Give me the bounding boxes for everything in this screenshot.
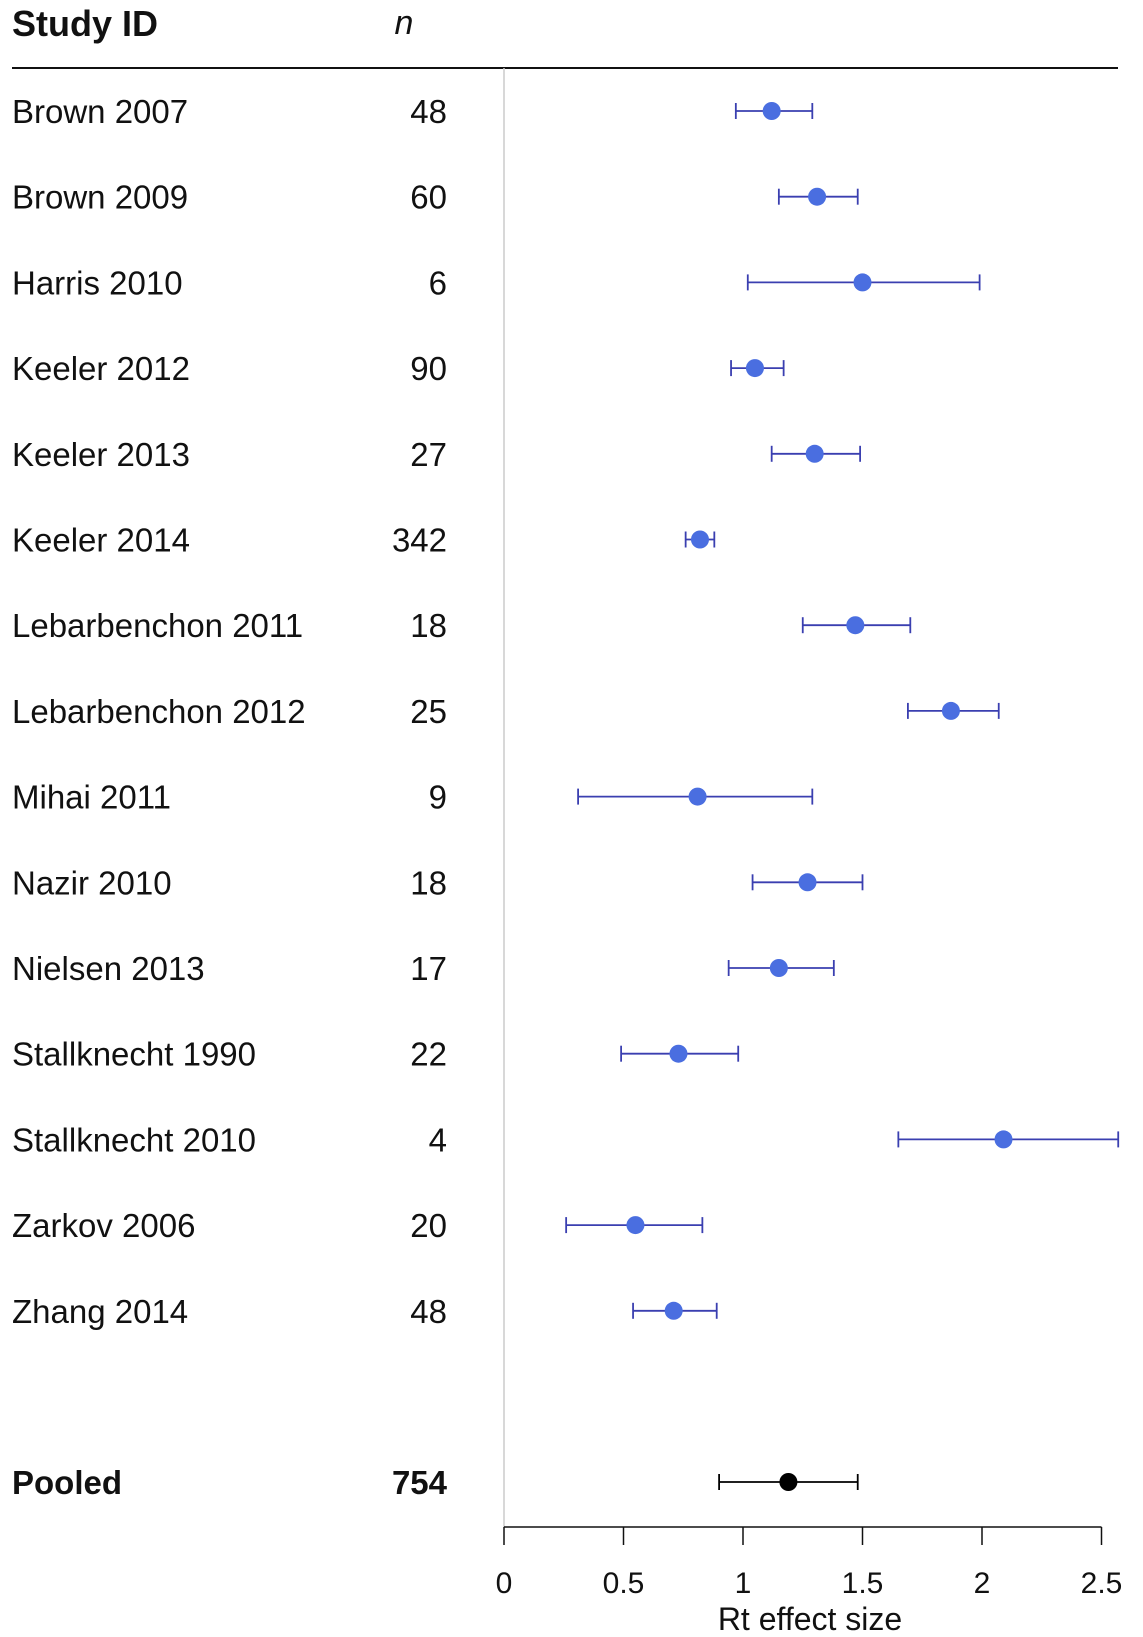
estimate-point xyxy=(798,873,817,892)
study-label: Harris 2010 xyxy=(12,264,183,301)
estimate-point xyxy=(626,1216,645,1235)
study-rows: Brown 2007 48 Brown 2009 60 Harris 2010 6 Keel… xyxy=(12,93,1120,1501)
study-n: 60 xyxy=(410,179,447,216)
estimate-point xyxy=(762,102,781,120)
n-header: n xyxy=(395,4,414,42)
study-n: 48 xyxy=(410,93,447,130)
study-row: Mihai 2011 9 xyxy=(12,779,814,816)
estimate-point xyxy=(853,273,872,292)
study-row: Keeler 2014 342 xyxy=(12,522,716,559)
study-label: Lebarbenchon 2011 xyxy=(12,607,303,644)
pooled-row: Pooled 754 xyxy=(12,1464,859,1501)
pooled-estimate-point xyxy=(779,1473,798,1491)
x-tick-label: 0.5 xyxy=(603,1567,645,1600)
estimate-point xyxy=(994,1130,1013,1149)
x-tick-label: 1 xyxy=(735,1567,752,1600)
study-label: Stallknecht 2010 xyxy=(12,1121,256,1158)
study-n: 18 xyxy=(410,864,447,901)
estimate-point xyxy=(769,959,788,977)
estimate-point xyxy=(745,359,764,378)
study-row: Zarkov 2006 20 xyxy=(12,1207,704,1244)
x-tick-label: 2 xyxy=(974,1567,991,1600)
estimate-point xyxy=(941,701,960,720)
study-n: 25 xyxy=(410,693,447,730)
pooled-n: 754 xyxy=(392,1464,448,1501)
study-label: Keeler 2013 xyxy=(12,436,190,473)
study-n: 22 xyxy=(410,1036,447,1073)
study-row: Harris 2010 6 xyxy=(12,264,981,301)
study-row: Lebarbenchon 2011 18 xyxy=(12,607,912,644)
study-n: 20 xyxy=(410,1207,447,1244)
study-label: Brown 2007 xyxy=(12,93,188,130)
estimate-point xyxy=(669,1044,688,1063)
study-n: 6 xyxy=(429,264,447,301)
estimate-point xyxy=(846,616,865,635)
study-row: Stallknecht 2010 4 xyxy=(12,1121,1120,1158)
study-n: 9 xyxy=(429,779,447,816)
x-axis-title: Rt effect size xyxy=(718,1601,902,1637)
x-axis: 0 0.5 1 1.5 2 2.5 xyxy=(496,1526,1123,1600)
study-n: 18 xyxy=(410,607,447,644)
estimate-point xyxy=(808,187,827,206)
study-n: 90 xyxy=(410,350,447,387)
x-tick-label: 0 xyxy=(496,1567,513,1600)
study-label: Nazir 2010 xyxy=(12,864,172,901)
study-n: 27 xyxy=(410,436,447,473)
study-n: 342 xyxy=(392,522,447,559)
study-label: Zhang 2014 xyxy=(12,1293,188,1330)
study-label: Mihai 2011 xyxy=(12,779,171,816)
study-label: Nielsen 2013 xyxy=(12,950,205,987)
study-label: Keeler 2012 xyxy=(12,350,190,387)
x-tick-label: 1.5 xyxy=(842,1567,884,1600)
pooled-label: Pooled xyxy=(12,1464,122,1501)
estimate-point xyxy=(688,787,707,806)
x-tick-label: 2.5 xyxy=(1081,1567,1123,1600)
study-row: Zhang 2014 48 xyxy=(12,1293,718,1330)
estimate-point xyxy=(690,530,709,549)
study-row: Nielsen 2013 17 xyxy=(12,950,835,987)
study-row: Stallknecht 1990 22 xyxy=(12,1036,740,1073)
study-row: Brown 2007 48 xyxy=(12,93,814,130)
study-label: Brown 2009 xyxy=(12,179,188,216)
study-label: Zarkov 2006 xyxy=(12,1207,195,1244)
study-n: 48 xyxy=(410,1293,447,1330)
study-n: 4 xyxy=(429,1121,447,1158)
study-row: Keeler 2013 27 xyxy=(12,436,862,473)
study-row: Lebarbenchon 2012 25 xyxy=(12,693,1000,730)
study-id-header: Study ID xyxy=(12,3,158,44)
estimate-point xyxy=(664,1301,683,1320)
study-label: Keeler 2014 xyxy=(12,522,190,559)
estimate-point xyxy=(805,444,824,463)
study-row: Nazir 2010 18 xyxy=(12,864,864,901)
study-row: Keeler 2012 90 xyxy=(12,350,785,387)
study-n: 17 xyxy=(410,950,447,987)
study-label: Stallknecht 1990 xyxy=(12,1036,256,1073)
study-label: Lebarbenchon 2012 xyxy=(12,693,306,730)
study-row: Brown 2009 60 xyxy=(12,179,859,216)
